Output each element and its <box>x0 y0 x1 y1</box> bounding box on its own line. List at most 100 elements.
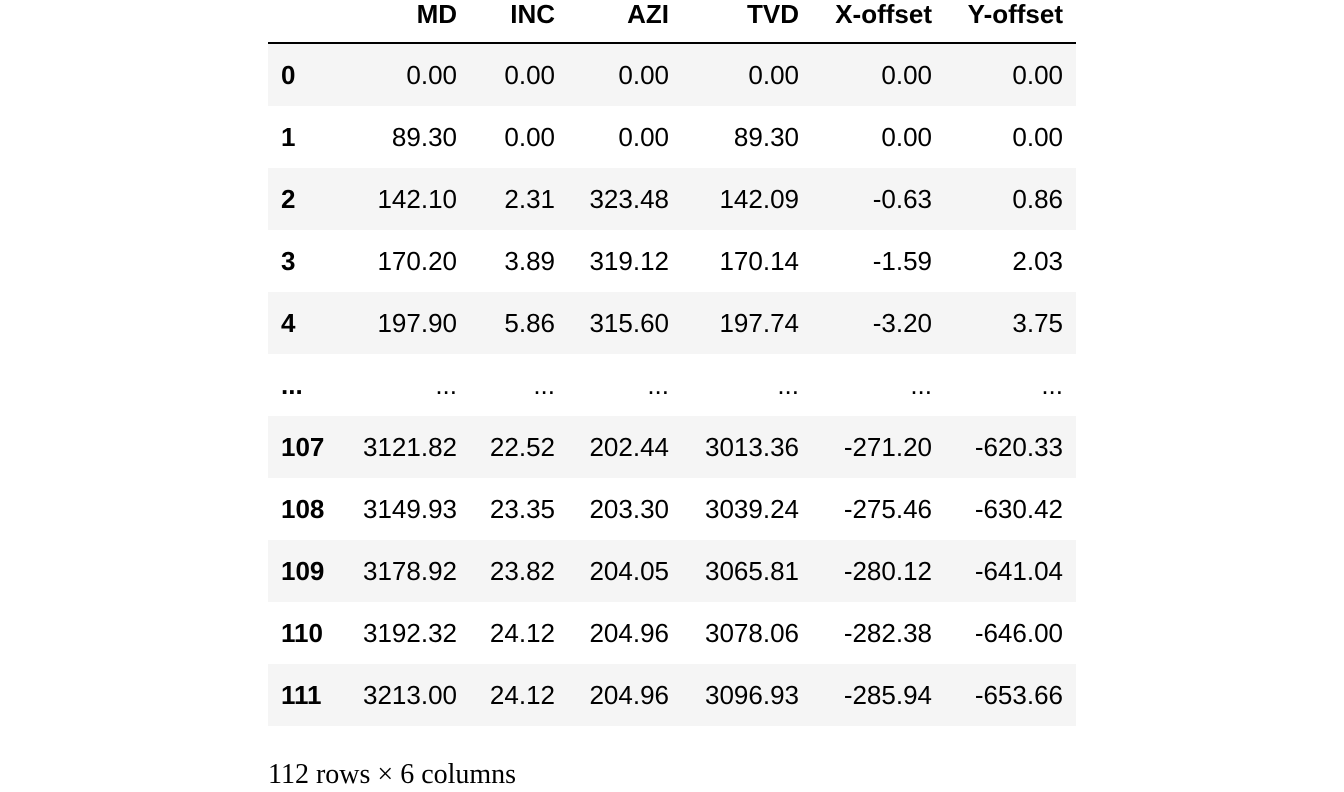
row-index: 4 <box>281 308 296 338</box>
cell-inc: 22.52 <box>489 432 555 462</box>
row-index: 107 <box>281 432 325 462</box>
cell-x-offset: -271.20 <box>843 432 932 462</box>
table-body: 0 0.00 0.00 0.00 0.00 0.00 0.00 1 89.30 … <box>268 43 1076 726</box>
cell-inc: 5.86 <box>504 308 555 338</box>
cell-md: 3149.93 <box>363 494 457 524</box>
column-header-md: MD <box>343 0 470 44</box>
cell-azi: 204.96 <box>589 680 669 710</box>
cell-inc: 23.35 <box>489 494 555 524</box>
table-row: 4 197.90 5.86 315.60 197.74 -3.20 3.75 <box>268 292 1076 354</box>
table-row: 3 170.20 3.89 319.12 170.14 -1.59 2.03 <box>268 230 1076 292</box>
cell-azi: 204.05 <box>589 556 669 586</box>
cell-md: 3213.00 <box>363 680 457 710</box>
cell-md: 0.00 <box>406 60 457 90</box>
cell-inc: 23.82 <box>489 556 555 586</box>
column-header-inc: INC <box>470 0 568 44</box>
cell-azi: ... <box>647 370 669 400</box>
cell-y-offset: 0.86 <box>1012 184 1063 214</box>
cell-x-offset: ... <box>910 370 932 400</box>
cell-tvd: 3039.24 <box>705 494 799 524</box>
cell-y-offset: -653.66 <box>974 680 1063 710</box>
cell-tvd: 170.14 <box>719 246 799 276</box>
table-row: 0 0.00 0.00 0.00 0.00 0.00 0.00 <box>268 43 1076 106</box>
row-index: 1 <box>281 122 296 152</box>
table-row: 109 3178.92 23.82 204.05 3065.81 -280.12… <box>268 540 1076 602</box>
dataframe-table: MD INC AZI TVD X-offset Y-offset 0 0.00 … <box>268 0 1076 726</box>
cell-azi: 203.30 <box>589 494 669 524</box>
cell-md: 142.10 <box>377 184 457 214</box>
cell-tvd: 142.09 <box>719 184 799 214</box>
table-header: MD INC AZI TVD X-offset Y-offset <box>268 0 1076 44</box>
header-row: MD INC AZI TVD X-offset Y-offset <box>268 0 1076 44</box>
cell-azi: 315.60 <box>589 308 669 338</box>
row-index: 3 <box>281 246 296 276</box>
cell-y-offset: -620.33 <box>974 432 1063 462</box>
cell-tvd: 3013.36 <box>705 432 799 462</box>
cell-tvd: 0.00 <box>748 60 799 90</box>
row-index: 2 <box>281 184 296 214</box>
cell-tvd: 3065.81 <box>705 556 799 586</box>
column-header-tvd: TVD <box>682 0 812 44</box>
cell-azi: 323.48 <box>589 184 669 214</box>
cell-md: 89.30 <box>391 122 457 152</box>
cell-inc: 0.00 <box>504 60 555 90</box>
row-index: 108 <box>281 494 325 524</box>
row-index: 109 <box>281 556 325 586</box>
cell-tvd: 197.74 <box>719 308 799 338</box>
table-row: 107 3121.82 22.52 202.44 3013.36 -271.20… <box>268 416 1076 478</box>
cell-azi: 204.96 <box>589 618 669 648</box>
row-index: 110 <box>281 618 323 648</box>
cell-inc: 2.31 <box>504 184 555 214</box>
cell-y-offset: ... <box>1041 370 1063 400</box>
cell-y-offset: 2.03 <box>1012 246 1063 276</box>
cell-y-offset: 0.00 <box>1012 60 1063 90</box>
cell-inc: 3.89 <box>504 246 555 276</box>
cell-inc: 24.12 <box>489 680 555 710</box>
table-row: 2 142.10 2.31 323.48 142.09 -0.63 0.86 <box>268 168 1076 230</box>
cell-x-offset: -0.63 <box>872 184 932 214</box>
cell-tvd: 3078.06 <box>705 618 799 648</box>
cell-x-offset: 0.00 <box>881 60 932 90</box>
row-index: 111 <box>281 680 322 710</box>
cell-y-offset: -630.42 <box>974 494 1063 524</box>
cell-y-offset: -641.04 <box>974 556 1063 586</box>
cell-y-offset: -646.00 <box>974 618 1063 648</box>
table-row: 108 3149.93 23.35 203.30 3039.24 -275.46… <box>268 478 1076 540</box>
cell-x-offset: -275.46 <box>843 494 932 524</box>
cell-md: ... <box>435 370 457 400</box>
cell-md: 3192.32 <box>363 618 457 648</box>
table-row: 1 89.30 0.00 0.00 89.30 0.00 0.00 <box>268 106 1076 168</box>
cell-inc: 0.00 <box>504 122 555 152</box>
cell-md: 3178.92 <box>363 556 457 586</box>
cell-x-offset: -1.59 <box>872 246 932 276</box>
cell-md: 3121.82 <box>363 432 457 462</box>
dataframe-container: MD INC AZI TVD X-offset Y-offset 0 0.00 … <box>268 0 1076 726</box>
cell-azi: 0.00 <box>618 60 669 90</box>
cell-tvd: 89.30 <box>733 122 799 152</box>
cell-x-offset: -285.94 <box>843 680 932 710</box>
row-index: 0 <box>281 60 296 90</box>
cell-azi: 319.12 <box>589 246 669 276</box>
cell-x-offset: 0.00 <box>881 122 932 152</box>
column-header-y-offset: Y-offset <box>945 0 1076 44</box>
cell-y-offset: 0.00 <box>1012 122 1063 152</box>
cell-tvd: 3096.93 <box>705 680 799 710</box>
cell-x-offset: -3.20 <box>872 308 932 338</box>
cell-azi: 0.00 <box>618 122 669 152</box>
cell-azi: 202.44 <box>589 432 669 462</box>
cell-tvd: ... <box>777 370 799 400</box>
column-header-x-offset: X-offset <box>812 0 945 44</box>
table-row: 110 3192.32 24.12 204.96 3078.06 -282.38… <box>268 602 1076 664</box>
dataframe-shape-caption: 112 rows × 6 columns <box>268 759 517 790</box>
row-index: ... <box>281 370 303 400</box>
cell-md: 197.90 <box>377 308 457 338</box>
cell-inc: 24.12 <box>489 618 555 648</box>
cell-md: 170.20 <box>377 246 457 276</box>
cell-x-offset: -280.12 <box>843 556 932 586</box>
ellipsis-row: ... ... ... ... ... ... ... <box>268 354 1076 416</box>
index-header <box>268 0 343 44</box>
cell-y-offset: 3.75 <box>1012 308 1063 338</box>
column-header-azi: AZI <box>568 0 682 44</box>
cell-inc: ... <box>533 370 555 400</box>
table-row: 111 3213.00 24.12 204.96 3096.93 -285.94… <box>268 664 1076 726</box>
